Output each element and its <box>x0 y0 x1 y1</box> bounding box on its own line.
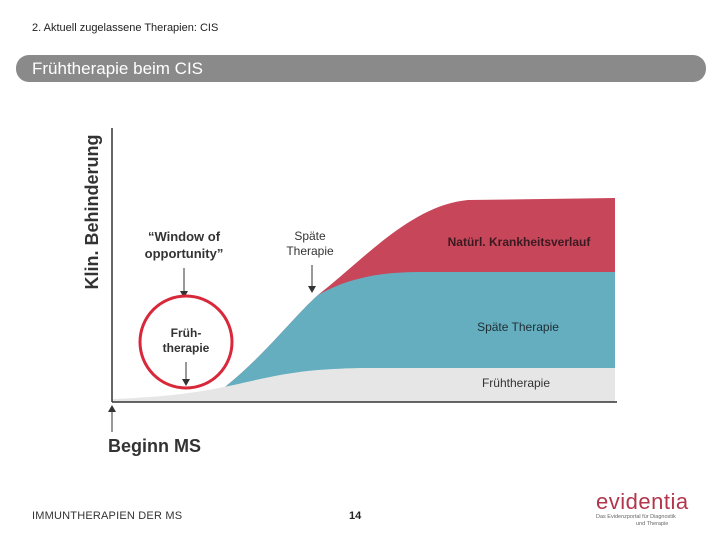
frueh-label-line1: Früh- <box>171 326 202 340</box>
spaete-arrow-head <box>308 286 316 293</box>
logo-wordmark: evidentia <box>596 489 689 514</box>
frueh-arrow-head <box>182 379 190 386</box>
band-label-natural: Natürl. Krankheitsverlauf <box>448 235 592 249</box>
early-therapy-circle <box>138 294 234 390</box>
window-arrow-head <box>180 291 188 298</box>
evidentia-logo: evidentia Das Evidenzportal für Diagnost… <box>596 490 706 528</box>
breadcrumb: 2. Aktuell zugelassene Therapien: CIS <box>32 22 219 34</box>
onset-arrow-head <box>108 405 116 412</box>
logo-tagline-1: Das Evidenzportal für Diagnostik <box>596 514 676 520</box>
band-early-therapy <box>112 368 615 402</box>
slide-title: Frühtherapie beim CIS <box>32 59 204 78</box>
footer-section-label: IMMUNTHERAPIEN DER MS <box>32 510 183 522</box>
band-label-early: Frühtherapie <box>482 376 550 390</box>
x-axis-label: Beginn MS <box>108 436 201 456</box>
spaete-label-line1: Späte <box>294 229 326 243</box>
logo-tagline-2: und Therapie <box>636 521 669 527</box>
spaete-label-line2: Therapie <box>286 244 334 258</box>
y-axis-label: Klin. Behinderung <box>82 135 102 290</box>
window-label-line1: “Window of <box>148 229 221 244</box>
band-label-late: Späte Therapie <box>477 320 559 334</box>
frueh-label-line2: therapie <box>163 341 210 355</box>
page-number: 14 <box>349 510 362 522</box>
window-label-line2: opportunity” <box>145 246 224 261</box>
slide-title-bar: Frühtherapie beim CIS <box>16 55 706 82</box>
